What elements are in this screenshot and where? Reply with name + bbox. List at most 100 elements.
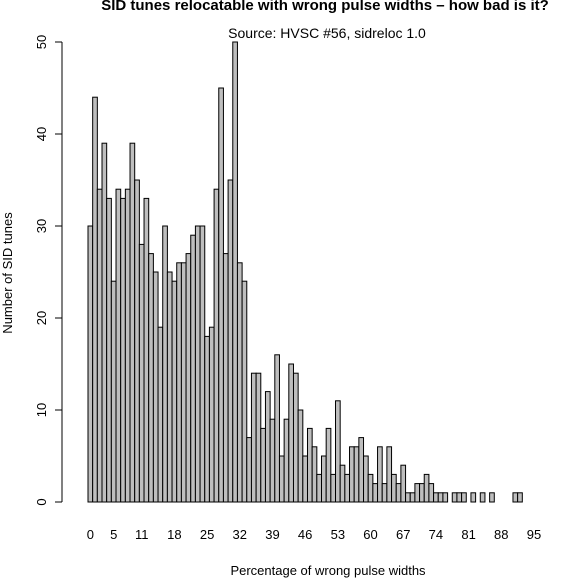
bar [171,280,178,503]
bar [106,197,112,503]
bar [335,400,341,503]
bar [372,483,379,503]
bar [400,464,407,503]
y-tick-label: 40 [34,127,49,141]
bar [227,179,234,503]
x-tick-label: 46 [298,527,312,542]
bar [101,142,108,503]
y-tick-label: 0 [34,498,49,505]
bar [110,280,117,503]
bar [134,179,140,503]
bar [180,262,187,503]
x-axis: 0 5 11 18 25 32 39 46 53 60 67 74 81 88 95 [87,527,542,542]
bar [143,197,150,503]
bar [241,280,248,503]
bar [190,234,196,503]
x-axis-label: Percentage of wrong pulse widths [230,563,426,578]
bar [208,326,215,503]
x-tick-label: 67 [396,527,410,542]
bar [250,372,257,503]
bar [152,271,159,503]
bar [288,363,294,503]
bar [517,492,523,503]
bar [204,335,210,503]
bar [232,41,238,503]
x-tick-label: 81 [461,527,475,542]
bar [246,437,252,503]
bar [321,455,327,503]
x-tick-label: 0 [87,527,94,542]
bar [428,483,435,503]
bar [395,483,402,503]
bar [260,427,266,503]
bar [306,427,313,503]
bar [148,253,154,503]
x-tick-label: 88 [494,527,508,542]
bar [292,372,299,503]
bar [176,262,182,503]
bar [297,409,304,503]
bar [405,492,411,503]
bar [166,271,173,503]
bar [302,455,308,503]
bar [96,188,103,503]
bar [255,372,262,503]
bar [199,225,206,503]
bar [330,473,337,503]
x-tick-label: 95 [527,527,541,542]
y-tick-label: 30 [34,219,49,233]
x-tick-label: 60 [363,527,377,542]
bar [461,492,467,503]
x-tick-label: 11 [135,527,149,542]
bar [194,225,201,503]
bar [381,483,388,503]
bar [283,418,290,503]
bar [512,492,519,503]
bar [479,492,486,503]
bar [157,326,164,503]
bar [129,142,136,503]
bar [456,492,463,503]
y-tick-label: 50 [34,35,49,49]
y-tick-label: 10 [34,403,49,417]
bar [437,492,444,503]
bar [414,483,421,503]
bar [213,188,220,503]
chart-subtitle: Source: HVSC #56, sidreloc 1.0 [228,25,426,41]
bar [353,446,360,503]
bar [269,418,276,503]
bar [115,188,122,503]
bar [349,446,355,503]
bar [423,473,430,503]
bar [470,492,477,503]
bar [316,473,322,503]
bar [339,464,346,503]
bar [138,243,145,503]
bar [162,225,168,503]
y-axis-label: Number of SID tunes [0,212,15,334]
bar [274,354,280,503]
bar [433,492,439,503]
bar [451,492,458,503]
y-tick-label: 20 [34,311,49,325]
bar [185,253,192,503]
bar [363,455,369,503]
bar [391,473,397,503]
bar [325,427,332,503]
bar [367,473,374,503]
x-tick-label: 18 [167,527,181,542]
bar [442,492,449,503]
bar-series [87,41,523,503]
bar [264,391,271,503]
bar [92,96,98,503]
bar [120,197,126,503]
x-tick-label: 25 [200,527,214,542]
bar [87,225,94,503]
bar [278,455,285,503]
bar [358,437,365,503]
bar [311,446,318,503]
x-tick-label: 5 [110,527,117,542]
bar [409,492,416,503]
bar [419,483,425,503]
